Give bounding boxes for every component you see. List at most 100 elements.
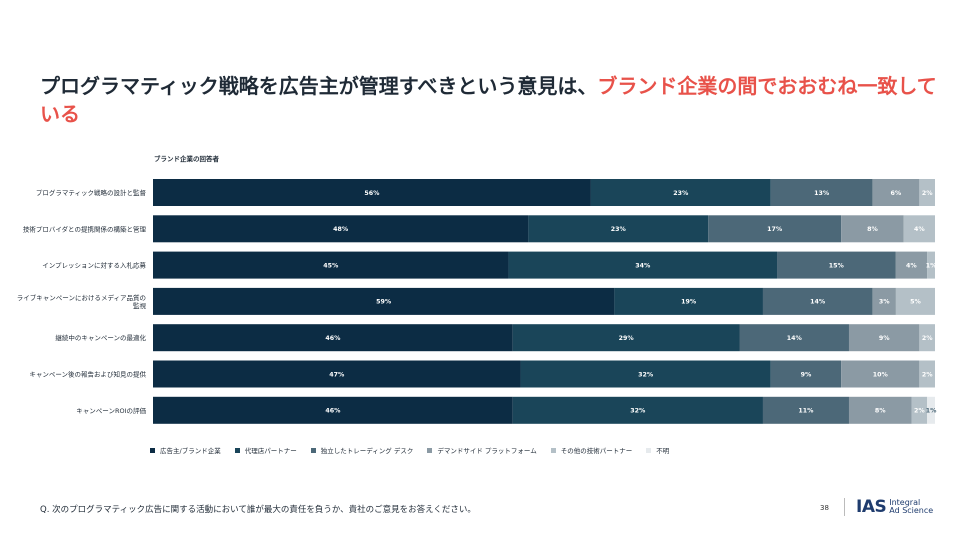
legend-item: 広告主/ブランド企業 [150, 445, 221, 455]
legend-swatch [234, 447, 240, 453]
bar-segment [872, 179, 920, 206]
value-label: 9% [801, 371, 812, 378]
ias-logo: IAS Integral Ad Science [856, 497, 933, 517]
legend-label: その他の技術パートナー [560, 447, 633, 455]
bar-segment [895, 251, 928, 279]
page-number: 38 [820, 504, 829, 512]
legend-swatch [550, 447, 556, 453]
value-label: 46% [325, 335, 341, 342]
legend-label: 広告主/ブランド企業 [160, 447, 221, 455]
footnote: Q. 次のプログラマティック広告に関する活動において誰が最大の責任を負うか、貴社… [40, 505, 476, 515]
bar-segment [770, 360, 842, 388]
bar-segment [153, 287, 615, 315]
legend-item: デマンドサイド プラットフォーム [427, 445, 537, 455]
value-label: 1% [926, 408, 937, 415]
value-label: 2% [922, 190, 933, 197]
category-label: キャンペーンROIの評価 [76, 406, 146, 415]
title-main: プログラマティック戦略を広告主が管理すべきという意見は、 [40, 74, 598, 98]
bar-segment [614, 287, 763, 315]
bar-segment [872, 287, 896, 315]
category-label: インプレッションに対する入札応募 [42, 261, 146, 270]
bar-segment [520, 360, 771, 388]
bar-segment [895, 287, 935, 315]
value-label: 4% [914, 226, 925, 233]
value-label: 14% [810, 299, 826, 306]
legend-item: 不明 [646, 445, 669, 455]
value-label: 8% [875, 408, 886, 415]
legend-label: 独立したトレーディング デスク [320, 447, 414, 455]
category-label: ライブキャンペーンにおけるメディア品質の監視 [17, 293, 147, 310]
respondents-label: ブランド企業の回答者 [154, 155, 219, 163]
bar-segment [762, 287, 873, 315]
value-label: 19% [681, 299, 697, 306]
value-label: 14% [787, 335, 803, 342]
bar-segment [919, 324, 935, 352]
value-label: 3% [879, 299, 890, 306]
logo-line-1: Integral [889, 498, 921, 507]
bar-segment [841, 215, 904, 243]
category-label: キャンペーン後の報告および知見の提供 [29, 370, 146, 379]
legend-label: 不明 [656, 447, 670, 455]
bar-segment [841, 360, 920, 388]
value-label: 47% [329, 371, 345, 378]
value-label: 9% [879, 335, 890, 342]
value-label: 23% [611, 226, 627, 233]
bar-segment [848, 396, 912, 424]
category-label: 継続中のキャンペーンの最適化 [55, 333, 146, 342]
bar-segment [153, 324, 513, 352]
bar-segment [927, 396, 935, 424]
legend-label: デマンドサイド プラットフォーム [437, 447, 537, 455]
value-label: 2% [922, 335, 933, 342]
bar-segment [919, 360, 935, 388]
value-label: 6% [891, 190, 902, 197]
value-label: 34% [635, 262, 651, 269]
category-label: 技術プロバイダとの提携関係の構築と管理 [23, 224, 147, 233]
category-label: プログラマティック戦略の設計と監督 [36, 188, 147, 197]
bar-segment [153, 360, 521, 388]
value-label: 56% [364, 190, 380, 197]
value-label: 10% [873, 371, 889, 378]
bar-segment [739, 324, 849, 352]
logo-line-2: Ad Science [889, 506, 934, 515]
value-label: 13% [814, 190, 830, 197]
value-label: 45% [323, 262, 339, 269]
chart-legend: 広告主/ブランド企業 代理店パートナー 独立したトレーディング デスク デマンドサイド… [150, 445, 669, 455]
value-label: 2% [922, 371, 933, 378]
legend-swatch [310, 447, 316, 453]
bar-segment [590, 179, 771, 206]
bar-segment [153, 251, 509, 279]
legend-label: 代理店パートナー [244, 447, 297, 455]
bar-segment [848, 324, 920, 352]
value-label: 32% [638, 371, 654, 378]
logo-mark: IAS [856, 497, 887, 517]
legend-swatch [427, 447, 433, 453]
legend-swatch [150, 447, 155, 453]
value-label: 48% [333, 226, 349, 233]
bar-segment [153, 396, 513, 424]
logo-text: Integral Ad Science [889, 499, 933, 515]
value-label: 2% [914, 408, 925, 415]
footer-divider [844, 498, 845, 516]
value-label: 1% [926, 262, 937, 269]
bar-segment [528, 215, 709, 243]
bar-segment [512, 396, 763, 424]
legend-item: 独立したトレーディング デスク [310, 445, 414, 455]
bar-segment [153, 215, 529, 243]
legend-item: 代理店パートナー [234, 445, 297, 455]
value-label: 59% [376, 299, 392, 306]
value-label: 46% [325, 408, 341, 415]
page-title: プログラマティック戦略を広告主が管理すべきという意見は、ブランド企業の間でおおむ… [40, 72, 940, 128]
value-label: 23% [673, 190, 689, 197]
bar-segment [777, 251, 896, 279]
value-label: 8% [867, 226, 878, 233]
value-label: 17% [767, 226, 783, 233]
value-label: 29% [619, 335, 635, 342]
value-label: 5% [910, 299, 921, 306]
stacked-bar-chart: プログラマティック戦略の設計と監督 56% 23% 13% 6% 2% 技術プロバイダとの提… [17, 179, 937, 424]
value-label: 11% [798, 408, 814, 415]
bar-segment [911, 396, 928, 424]
bar-segment [762, 396, 849, 424]
value-label: 15% [829, 262, 845, 269]
value-label: 4% [906, 262, 917, 269]
value-label: 32% [630, 408, 646, 415]
